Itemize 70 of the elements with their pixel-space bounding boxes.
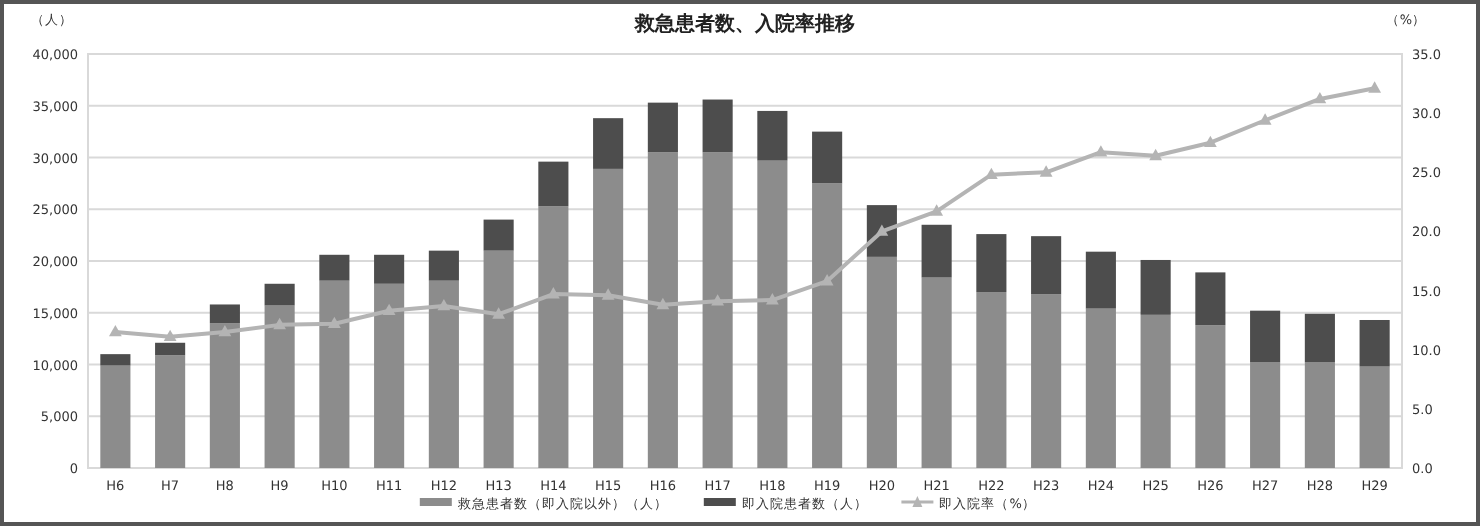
point [492, 307, 506, 319]
bar [647, 152, 678, 468]
bar [593, 118, 624, 169]
bar [921, 224, 952, 278]
bar [100, 365, 131, 468]
bar [757, 110, 788, 161]
bar [1031, 236, 1062, 295]
bar [538, 206, 569, 468]
point [327, 316, 341, 329]
bar [1250, 362, 1281, 468]
point [546, 287, 560, 299]
point [765, 293, 779, 305]
bar [1140, 259, 1171, 315]
point [1039, 165, 1053, 177]
point [437, 298, 451, 311]
point [1368, 81, 1382, 93]
bar [812, 183, 843, 468]
bar [812, 131, 843, 184]
bar [319, 254, 350, 281]
bar [319, 280, 350, 468]
point [601, 288, 615, 300]
bar [209, 304, 240, 324]
bar [155, 342, 186, 356]
bar [100, 354, 131, 366]
point [1149, 148, 1163, 161]
point [820, 274, 834, 286]
bar [1085, 308, 1116, 468]
bar [1304, 362, 1335, 468]
point [108, 324, 122, 337]
bar [483, 219, 514, 251]
bar [1359, 366, 1390, 468]
bar [374, 254, 405, 284]
bar [264, 305, 295, 468]
bar [209, 323, 240, 468]
bar [976, 234, 1007, 293]
chart-title: 救急患者数、入院率推移 [633, 12, 855, 36]
bar [1031, 294, 1062, 468]
bar [647, 102, 678, 153]
point [711, 294, 725, 306]
bar [976, 292, 1007, 468]
point [382, 303, 396, 316]
bar [1195, 272, 1226, 326]
point [218, 324, 232, 337]
bar [1359, 319, 1390, 367]
bar [757, 160, 788, 468]
bar [1304, 313, 1335, 363]
bar [428, 250, 459, 281]
bar [593, 168, 624, 468]
bar [1085, 251, 1116, 309]
point [273, 317, 287, 330]
bar [1250, 310, 1281, 363]
bar [702, 152, 733, 468]
bar [264, 283, 295, 306]
bar [483, 250, 514, 468]
bar [428, 280, 459, 468]
bar [1195, 325, 1226, 468]
point [1203, 135, 1217, 148]
bar [538, 161, 569, 207]
bar [921, 277, 952, 468]
point [656, 297, 670, 310]
point [1313, 91, 1327, 104]
bar [1140, 314, 1171, 468]
point [930, 204, 944, 216]
point [1258, 113, 1272, 125]
point [163, 329, 177, 342]
bar [866, 256, 897, 468]
bar [155, 355, 186, 468]
bar [374, 283, 405, 468]
point [1094, 145, 1108, 157]
bar [702, 99, 733, 153]
